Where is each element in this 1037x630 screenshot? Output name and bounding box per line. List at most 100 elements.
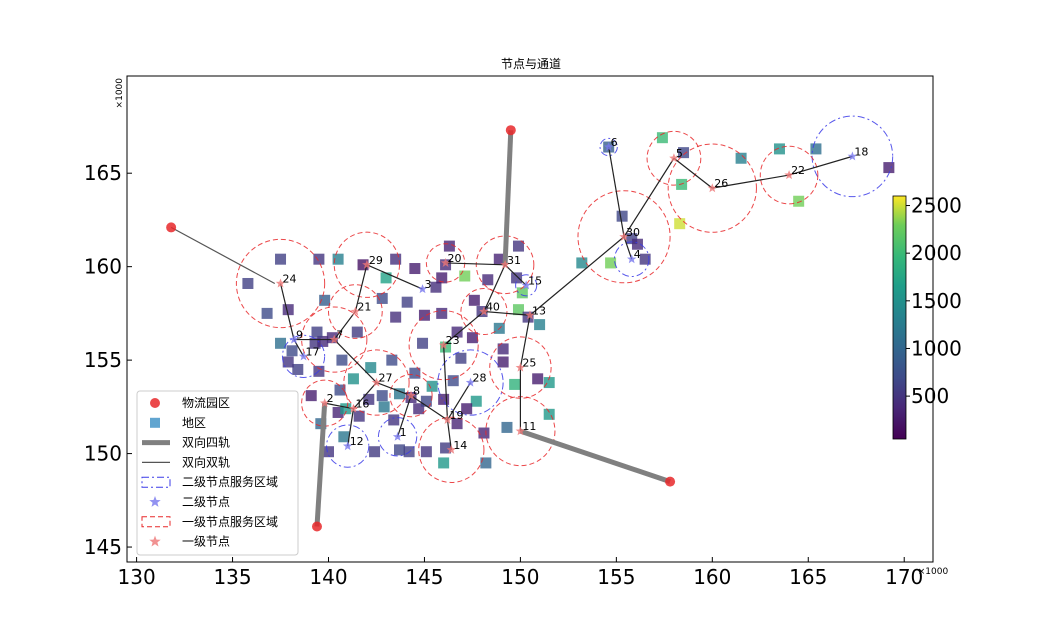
channel-link xyxy=(712,174,790,189)
grade2-node-marker xyxy=(627,254,637,264)
logistics-park-marker xyxy=(665,476,676,487)
channel-link xyxy=(623,157,675,238)
region-marker xyxy=(451,326,463,338)
legend-label: 二级节点 xyxy=(182,495,230,509)
channel-link xyxy=(279,283,295,340)
colorbar-tick-label: 2500 xyxy=(911,194,962,218)
region-marker xyxy=(292,363,304,375)
region-marker xyxy=(430,281,442,293)
grade1-node-marker xyxy=(619,231,629,241)
region-marker xyxy=(426,380,438,392)
grade1-node-marker xyxy=(669,153,679,163)
legend-item: 物流园区 xyxy=(150,396,230,410)
grade2-service-area xyxy=(326,424,370,468)
region-marker xyxy=(532,373,544,385)
region-marker xyxy=(461,403,473,415)
legend-area1-swatch xyxy=(141,516,171,528)
region-marker xyxy=(509,378,521,390)
channel-link xyxy=(397,395,412,437)
region-marker xyxy=(534,319,546,331)
grade2-node-marker xyxy=(417,284,428,294)
y-tick-label: 145 xyxy=(84,535,122,559)
grade1-service-area xyxy=(343,349,410,416)
grade1-node-marker xyxy=(515,362,526,372)
node-id-label: 6 xyxy=(611,136,618,149)
logistics-park-marker xyxy=(505,125,516,136)
axis-ticks: 130 135 140 145 150 155 160 165 1701451501551601… xyxy=(84,161,923,589)
region-marker xyxy=(512,304,524,316)
grade1-service-area xyxy=(408,310,479,381)
node-id-label: 3 xyxy=(425,278,432,291)
grade2-node-marker xyxy=(342,441,353,451)
node-id-label: 29 xyxy=(369,254,383,267)
region-marker xyxy=(605,257,617,269)
grade1-node-marker xyxy=(319,398,330,408)
grade2-node-marker xyxy=(289,334,299,344)
grade1-node-marker xyxy=(784,170,794,180)
node-id-label: 26 xyxy=(714,177,728,190)
region-marker xyxy=(678,147,690,159)
x-tick-label: 170 xyxy=(885,565,923,589)
node-id-label: 25 xyxy=(522,357,536,370)
x-tick-label: 150 xyxy=(501,565,539,589)
node-id-label: 5 xyxy=(676,147,683,160)
node-id-label: 17 xyxy=(306,345,320,358)
x-offset-label: ×1000 xyxy=(918,567,949,577)
legend-label: 双向四轨 xyxy=(182,435,230,450)
region-marker xyxy=(357,259,369,271)
region-marker xyxy=(478,427,490,439)
region-marker xyxy=(376,390,388,402)
channel-link xyxy=(324,402,354,410)
legend-label: 物流园区 xyxy=(182,396,230,410)
channel-link xyxy=(446,419,452,450)
plot-frame xyxy=(126,75,934,563)
colorbar-gradient xyxy=(892,195,907,440)
y-tick-label: 150 xyxy=(84,442,122,466)
legend-item: 一级节点 xyxy=(149,535,230,549)
grade1-node-marker xyxy=(438,340,449,350)
region-marker xyxy=(639,253,651,265)
region-marker xyxy=(353,410,365,422)
grade1-node-marker xyxy=(371,377,382,387)
region-marker xyxy=(369,446,381,458)
region-marker xyxy=(376,292,388,304)
region-marker xyxy=(497,343,509,355)
channel-link xyxy=(504,264,527,286)
region-marker xyxy=(447,375,459,387)
node-id-label: 4 xyxy=(634,248,641,261)
region-marker xyxy=(466,332,478,344)
legend-node1-swatch xyxy=(149,535,161,547)
y-tick-label: 160 xyxy=(84,255,122,279)
region-marker xyxy=(674,218,686,230)
region-marker xyxy=(512,240,524,252)
grade1-service-area xyxy=(759,145,819,205)
x-tick-label: 135 xyxy=(213,565,251,589)
region-marker xyxy=(275,337,287,349)
region-marker xyxy=(543,408,555,420)
x-tick-label: 145 xyxy=(405,565,443,589)
node-id-label: 20 xyxy=(448,252,462,265)
channel-link xyxy=(673,157,713,189)
channel-link xyxy=(376,381,412,397)
region-marker xyxy=(516,287,528,299)
service-areas-layer xyxy=(235,115,894,483)
colorbar-tick-label: 2000 xyxy=(911,241,962,265)
grade1-node-marker xyxy=(515,426,526,436)
node-id-label: 18 xyxy=(854,145,868,158)
legend-label: 一级节点服务区域 xyxy=(182,514,278,529)
region-marker xyxy=(334,384,346,396)
grade1-node-marker xyxy=(479,306,489,316)
legend-item: 一级节点服务区域 xyxy=(141,514,278,529)
logistics-park-marker xyxy=(311,521,322,532)
grade2-node-marker xyxy=(521,280,531,290)
node-id-label: 11 xyxy=(522,420,536,433)
node-id-label: 40 xyxy=(486,301,500,314)
node-id-label: 9 xyxy=(296,329,303,342)
region-marker xyxy=(413,403,425,415)
node-id-label: 22 xyxy=(791,164,805,177)
region-marker xyxy=(735,152,747,164)
region-marker xyxy=(455,352,467,364)
region-marker xyxy=(438,457,450,469)
region-marker xyxy=(482,274,494,286)
